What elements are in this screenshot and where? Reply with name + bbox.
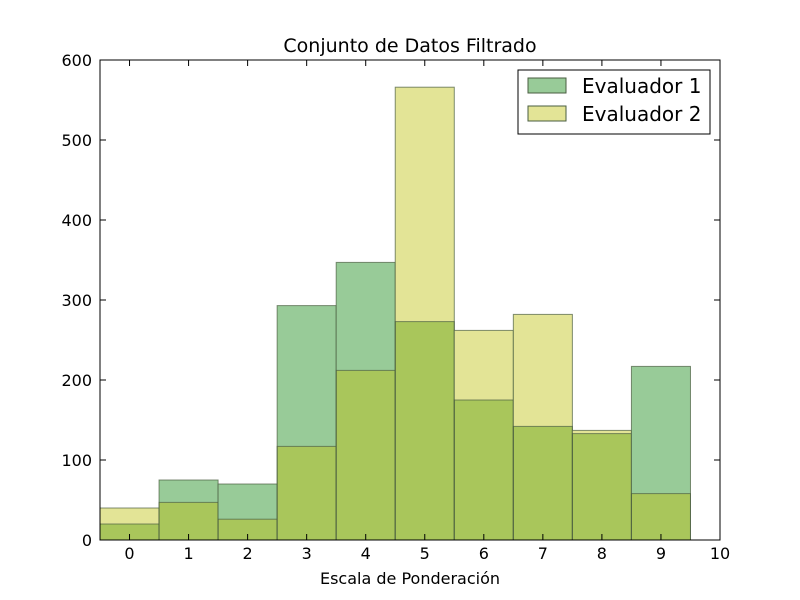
bar-fill-upper-9 — [631, 366, 691, 494]
x-tick-label-9: 9 — [656, 544, 666, 563]
x-tick-label-6: 6 — [479, 544, 489, 563]
x-tick-label-4: 4 — [361, 544, 371, 563]
x-tick-label-3: 3 — [302, 544, 312, 563]
bar-fill-overlap-2 — [218, 519, 278, 540]
x-tick-label-7: 7 — [538, 544, 548, 563]
x-axis-label: Escala de Ponderación — [320, 569, 500, 588]
bar-fill-upper-1 — [159, 480, 219, 503]
bar-fill-upper-4 — [336, 262, 396, 371]
bar-fill-upper-5 — [395, 87, 455, 322]
x-tick-label-1: 1 — [183, 544, 193, 563]
x-tick-label-5: 5 — [420, 544, 430, 563]
bar-fill-overlap-0 — [100, 524, 160, 540]
bar-fill-overlap-9 — [631, 493, 691, 540]
x-tick-label-2: 2 — [243, 544, 253, 563]
y-tick-label-500: 500 — [61, 131, 92, 150]
bar-fill-overlap-3 — [277, 446, 337, 540]
legend-label-1: Evaluador 1 — [582, 74, 701, 98]
y-tick-label-400: 400 — [61, 211, 92, 230]
bars-layer — [99, 86, 691, 541]
bar-fill-upper-7 — [513, 314, 573, 427]
y-tick-label-200: 200 — [61, 371, 92, 390]
bar-fill-upper-8 — [572, 430, 632, 434]
bar-fill-overlap-4 — [336, 370, 396, 540]
y-tick-label-300: 300 — [61, 291, 92, 310]
y-tick-label-600: 600 — [61, 51, 92, 70]
legend: Evaluador 1 Evaluador 2 — [517, 69, 711, 135]
bar-fill-overlap-7 — [513, 426, 573, 540]
y-tick-label-100: 100 — [61, 451, 92, 470]
bar-fill-upper-3 — [277, 305, 337, 447]
bar-fill-overlap-1 — [159, 502, 219, 540]
bar-fill-upper-2 — [218, 484, 278, 520]
x-tick-label-0: 0 — [124, 544, 134, 563]
legend-swatch-1 — [527, 77, 567, 94]
x-tick-label-8: 8 — [597, 544, 607, 563]
bar-fill-overlap-6 — [454, 400, 514, 540]
chart-title: Conjunto de Datos Filtrado — [283, 35, 536, 57]
bar-fill-upper-6 — [454, 330, 514, 400]
legend-swatch-2 — [527, 105, 567, 122]
y-tick-label-0: 0 — [82, 531, 92, 550]
x-tick-label-10: 10 — [710, 544, 730, 563]
bar-fill-upper-0 — [100, 508, 160, 524]
bar-fill-overlap-5 — [395, 321, 455, 540]
legend-label-2: Evaluador 2 — [582, 102, 701, 126]
bar-fill-overlap-8 — [572, 433, 632, 540]
